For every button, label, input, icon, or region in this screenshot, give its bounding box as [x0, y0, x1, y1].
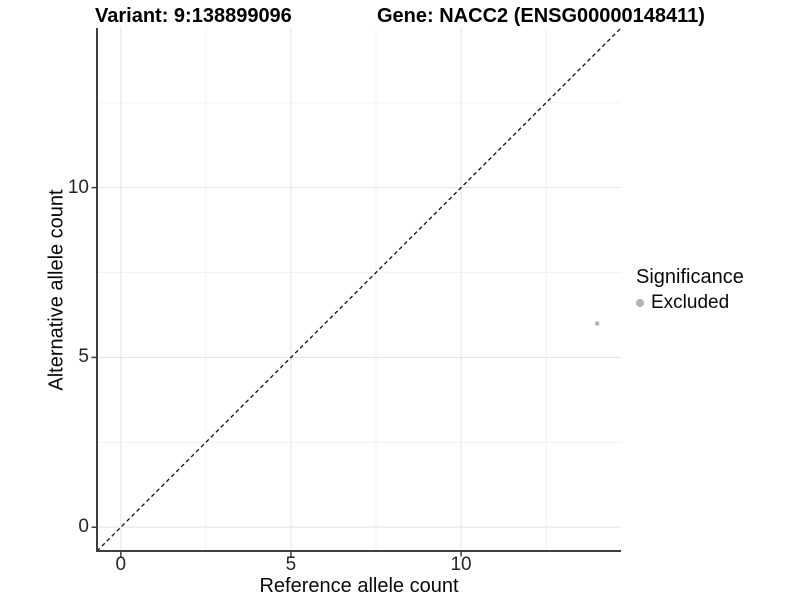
y-axis-title: Alternative allele count [45, 189, 68, 391]
variant-title: Variant: 9:138899096 [95, 5, 292, 27]
data-point [594, 321, 600, 326]
y-tick-label: 10 [67, 176, 89, 198]
legend-title: Significance [636, 266, 744, 288]
legend-item-label: Excluded [651, 292, 730, 313]
x-tick-label: 5 [285, 554, 297, 575]
gene-title: Gene: NACC2 (ENSG00000148411) [377, 5, 705, 27]
identity-reference-line [96, 27, 622, 552]
y-tick-label: 5 [78, 346, 89, 368]
legend: Significance Excluded [636, 266, 744, 313]
x-axis-title: Reference allele count [259, 575, 459, 597]
legend-point-icon [636, 298, 644, 307]
legend-item-excluded: Excluded [636, 292, 744, 313]
x-tick-label: 10 [450, 554, 472, 575]
x-tick-label: 0 [115, 554, 127, 575]
y-tick-label: 0 [78, 516, 89, 538]
